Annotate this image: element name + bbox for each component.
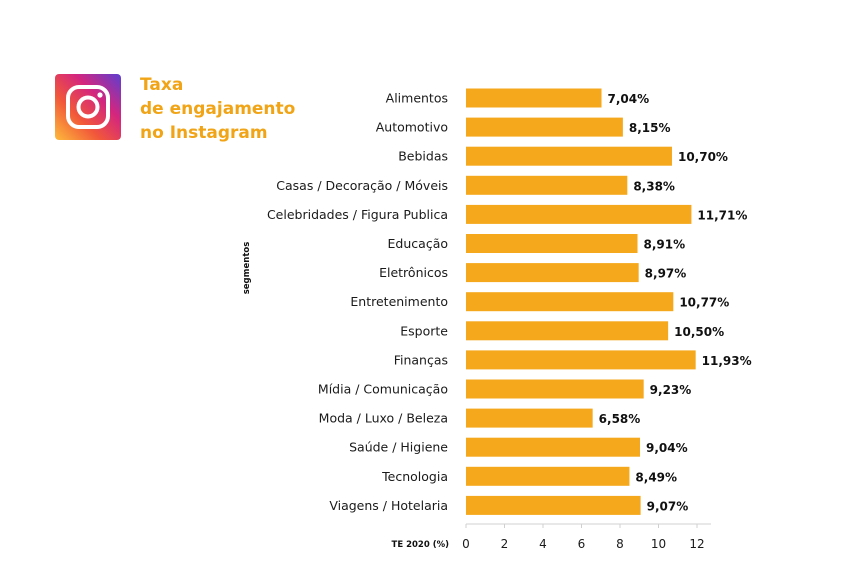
value-label: 11,93% [702, 354, 752, 368]
x-tick-label: 6 [578, 537, 586, 551]
x-tick-label: 12 [689, 537, 704, 551]
bar [466, 350, 696, 370]
category-label: Educação [388, 236, 448, 251]
value-label: 10,70% [678, 150, 728, 164]
bar [466, 117, 623, 137]
category-label: Esporte [400, 323, 448, 338]
bar [466, 175, 628, 195]
category-label: Tecnologia [381, 469, 448, 484]
y-axis-title: segmentos [242, 242, 252, 295]
bar [466, 88, 602, 108]
value-label: 6,58% [599, 412, 641, 426]
category-label: Alimentos [386, 91, 448, 106]
x-axis-title: TE 2020 (%) [392, 540, 450, 550]
bar [466, 146, 672, 166]
bar [466, 379, 644, 399]
chart-title-line-3: no Instagram [140, 123, 268, 143]
value-label: 9,23% [650, 383, 692, 397]
value-label: 9,07% [647, 499, 689, 513]
value-label: 8,15% [629, 121, 671, 135]
category-label: Viagens / Hotelaria [329, 498, 448, 513]
x-tick-label: 4 [539, 537, 547, 551]
x-tick-label: 10 [651, 537, 666, 551]
value-label: 7,04% [608, 92, 650, 106]
bar [466, 495, 641, 515]
category-label: Finanças [394, 352, 448, 367]
value-label: 8,38% [633, 179, 675, 193]
bar [466, 408, 593, 428]
bar [466, 263, 639, 283]
x-tick-label: 8 [616, 537, 624, 551]
category-label: Casas / Decoração / Móveis [276, 178, 448, 193]
bar [466, 234, 638, 253]
bar [466, 321, 669, 341]
instagram-logo [55, 74, 121, 140]
category-label: Celebridades / Figura Publica [267, 207, 448, 222]
chart-title: Taxa de engajamento no Instagram [140, 73, 295, 145]
value-label: 9,04% [646, 441, 688, 455]
category-label: Automotivo [376, 120, 448, 135]
bar [466, 466, 630, 486]
category-label: Saúde / Higiene [349, 440, 448, 455]
instagram-icon [55, 74, 121, 140]
category-label: Eletrônicos [379, 265, 448, 280]
category-label: Entretenimento [350, 294, 448, 309]
bar [466, 204, 692, 224]
category-label: Bebidas [398, 149, 448, 164]
value-label: 8,49% [635, 470, 677, 484]
bar [466, 437, 641, 457]
x-tick-label: 0 [462, 537, 470, 551]
bar [466, 292, 674, 312]
value-label: 10,50% [674, 325, 724, 339]
value-label: 8,91% [644, 238, 686, 252]
value-label: 11,71% [697, 208, 747, 222]
value-label: 10,77% [679, 296, 729, 310]
chart-title-line-1: Taxa [140, 75, 184, 95]
category-label: Moda / Luxo / Beleza [319, 411, 448, 426]
chart-title-line-2: de engajamento [140, 99, 296, 119]
x-tick-label: 2 [501, 537, 509, 551]
category-label: Mídia / Comunicação [318, 382, 448, 397]
value-label: 8,97% [645, 267, 687, 281]
